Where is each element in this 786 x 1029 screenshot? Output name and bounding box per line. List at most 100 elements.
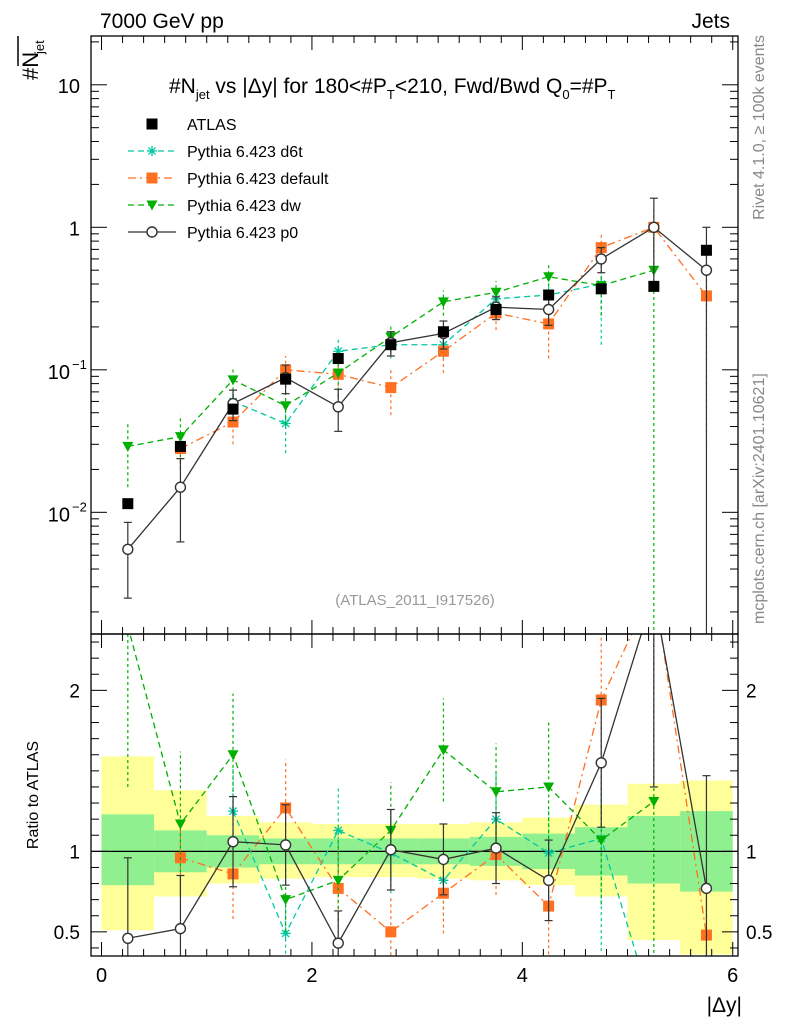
ratio-tick-label-0: 0.5 (54, 923, 80, 944)
main-pythia-6-423-dw-point-2 (227, 375, 239, 386)
ratio-pythia-6-423-dw-point-9 (595, 835, 607, 846)
ratio-pythia-6-423-p0-point-7 (490, 842, 502, 854)
x-tick-label-1: 2 (306, 965, 317, 987)
ratio-tick-label-1: 1 (69, 842, 80, 863)
ratio-pythia-6-423-default-line (180, 634, 708, 936)
y-axis-label: #N jet (17, 36, 47, 80)
main-pythia-6-423-default-point-2 (227, 416, 239, 428)
x-tick-label-2: 4 (517, 965, 528, 987)
ratio-bands (91, 756, 738, 955)
title-part-b-sub: T (387, 87, 395, 102)
title-part-c-sub: 0 (562, 87, 569, 102)
ratio-pythia-6-423-dw-point-1 (174, 819, 186, 830)
chart-title-text: #Njet vs |Δy| for 180<#PT<210, Fwd/Bwd Q… (169, 75, 616, 102)
y-tick-exp-0: −2 (72, 499, 87, 514)
main-atlas-point-0 (122, 498, 134, 510)
legend-marker-pythia-6-423-dw (146, 200, 158, 211)
ratio-pythia-6-423-p0-point-1 (174, 922, 187, 935)
main-pythia-6-423-p0-point-0 (122, 543, 134, 556)
y-tick-label-0: 10 (48, 504, 70, 526)
title-part-a-sub: jet (195, 87, 210, 102)
ratio-tick-label-right-1: 1 (746, 842, 757, 863)
ratio-pythia-6-423-dw-point-10 (648, 796, 660, 807)
y-tick-exp-1: −1 (72, 357, 87, 372)
main-pythia-6-423-p0-point-11 (700, 264, 713, 276)
main-plot (122, 197, 713, 634)
x-tick-label-3: 6 (727, 965, 738, 987)
main-atlas-point-4 (332, 353, 344, 365)
main-pythia-6-423-p0-point-4 (332, 401, 344, 413)
y-axis-label-main: #N (18, 52, 43, 80)
title-part-d: =#P (570, 75, 608, 98)
ratio-pythia-6-423-d6t-point-3 (280, 928, 291, 939)
main-pythia-6-423-default-point-6 (437, 345, 449, 357)
main-pythia-6-423-dw-point-3 (280, 401, 292, 412)
legend-marker-pythia-6-423-default (146, 172, 158, 184)
ratio-pythia-6-423-dw-point-6 (437, 745, 449, 756)
header-right: Jets (691, 10, 730, 33)
main-atlas-point-5 (385, 339, 397, 351)
legend-label-pythia-6-423-dw: Pythia 6.423 dw (187, 198, 301, 215)
title-part-b: vs |Δy| for 180<#P (210, 75, 387, 98)
main-pythia-6-423-dw-point-8 (543, 272, 555, 283)
main-pythia-6-423-p0-point-8 (542, 303, 555, 316)
legend-marker-pythia-6-423-p0 (146, 226, 158, 238)
ratio-pythia-6-423-p0-point-4 (332, 937, 344, 949)
main-pythia-6-423-dw-point-7 (490, 287, 502, 298)
main-atlas-point-11 (700, 244, 712, 256)
main-pythia-6-423-p0-point-10 (648, 221, 660, 234)
ratio-pythia-6-423-p0-point-2 (227, 835, 239, 848)
main-pythia-6-423-default-line (180, 226, 707, 450)
ratio-pythia-6-423-p0-point-11 (700, 882, 713, 895)
mcplots-label: mcplots.cern.ch [arXiv:2401.10621] (751, 373, 768, 624)
ratio-pythia-6-423-p0-point-0 (122, 932, 134, 944)
ratio-pythia-6-423-p0-line (127, 634, 708, 945)
ratio-pythia-6-423-d6t-point-4 (333, 825, 344, 836)
main-pythia-6-423-p0-point-1 (174, 481, 187, 493)
y-tick-label-2: 1 (69, 218, 80, 240)
rivet-label: Rivet 4.1.0, ≥ 100k events (751, 35, 768, 220)
legend-label-pythia-6-423-d6t: Pythia 6.423 d6t (187, 144, 303, 161)
legend-label-pythia-6-423-p0: Pythia 6.423 p0 (187, 225, 298, 242)
legend-marker-atlas (146, 118, 158, 130)
main-pythia-6-423-dw-point-6 (437, 297, 449, 308)
ratio-plot (122, 634, 713, 956)
main-pythia-6-423-dw-point-0 (122, 441, 134, 452)
ratio-pythia-6-423-p0-point-8 (542, 874, 555, 887)
main-atlas-point-1 (174, 440, 186, 452)
main-atlas-point-2 (227, 403, 239, 415)
ratio-frame (90, 633, 739, 957)
main-pythia-6-423-d6t-line (232, 283, 602, 425)
legend-label-atlas: ATLAS (187, 117, 237, 134)
ratio-pythia-6-423-p0-point-6 (437, 853, 450, 866)
main-pythia-6-423-d6t-point-4 (333, 346, 344, 357)
title-part-a: #N (169, 75, 196, 98)
main-atlas-point-7 (490, 303, 502, 315)
header-left: 7000 GeV pp (100, 10, 224, 33)
ratio-pythia-6-423-dw-point-4 (332, 875, 344, 886)
ratio-pythia-6-423-dw-point-2 (227, 750, 239, 761)
main-pythia-6-423-p0-point-9 (595, 253, 607, 265)
main-pythia-6-423-dw-point-4 (332, 368, 344, 379)
ratio-pythia-6-423-dw-point-7 (490, 787, 502, 798)
x-tick-label-0: 0 (96, 965, 107, 987)
main-pythia-6-423-dw-point-1 (174, 432, 186, 443)
main-atlas-point-3 (280, 373, 292, 385)
main-atlas-point-6 (437, 326, 449, 338)
legend-label-pythia-6-423-default: Pythia 6.423 default (187, 171, 329, 188)
analysis-watermark: (ATLAS_2011_I917526) (335, 592, 495, 609)
y-axis-label-sub: jet (32, 40, 47, 55)
ratio-tick-label-right-2: 2 (746, 681, 757, 702)
title-part-d-sub: T (608, 87, 616, 102)
chart-title: #Njet vs |Δy| for 180<#PT<210, Fwd/Bwd Q… (169, 75, 616, 102)
main-atlas-point-10 (648, 280, 660, 292)
ratio-pythia-6-423-p0-point-9 (595, 757, 607, 769)
main-pythia-6-423-default-point-5 (385, 382, 397, 394)
ratio-pythia-6-423-p0-point-3 (279, 839, 292, 851)
y-tick-label-1: 10 (48, 362, 70, 384)
ratio-pythia-6-423-dw-point-8 (543, 782, 555, 793)
ratio-pythia-6-423-p0-point-5 (385, 844, 397, 856)
ratio-pythia-6-423-dw-point-3 (280, 895, 292, 906)
main-atlas-point-8 (543, 289, 555, 301)
y-tick-label-3: 10 (58, 76, 80, 98)
